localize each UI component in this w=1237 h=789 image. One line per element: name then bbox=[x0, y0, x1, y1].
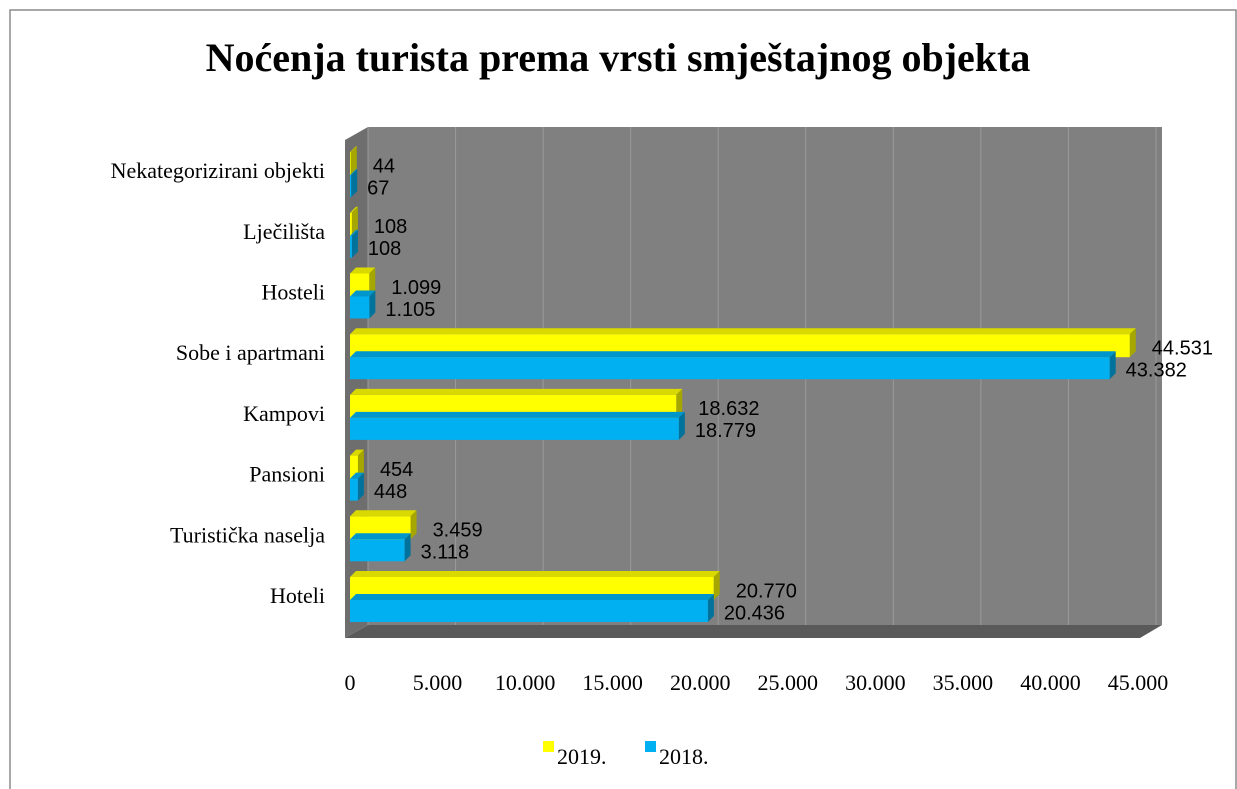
x-tick-label: 20.000 bbox=[670, 670, 731, 695]
x-tick-label: 45.000 bbox=[1108, 670, 1169, 695]
bar-end bbox=[410, 510, 417, 540]
bar-top bbox=[350, 206, 358, 213]
bar-end bbox=[350, 146, 357, 176]
bar-end bbox=[707, 594, 714, 622]
bar-top bbox=[350, 229, 358, 236]
data-label: 3.459 bbox=[433, 520, 483, 542]
bar bbox=[350, 267, 376, 297]
legend-label: 2019. bbox=[557, 744, 607, 769]
data-label: 18.779 bbox=[695, 420, 756, 442]
bar-front bbox=[350, 357, 1110, 380]
bar-front bbox=[350, 152, 351, 176]
x-tick-label: 10.000 bbox=[495, 670, 556, 695]
legend-swatch bbox=[645, 741, 656, 752]
data-label: 1.099 bbox=[391, 277, 441, 299]
bar bbox=[350, 594, 714, 622]
bar-end bbox=[404, 533, 411, 562]
data-label: 44 bbox=[373, 155, 395, 177]
x-tick-label: 25.000 bbox=[758, 670, 819, 695]
data-label: 67 bbox=[367, 177, 389, 199]
data-label: 1.105 bbox=[385, 299, 435, 321]
x-tick-label: 30.000 bbox=[845, 670, 906, 695]
data-label: 454 bbox=[380, 459, 413, 481]
bar-top bbox=[350, 411, 685, 418]
bar bbox=[350, 290, 376, 319]
bar bbox=[350, 206, 358, 236]
y-tick-label: Kampovi bbox=[243, 401, 325, 426]
bar bbox=[350, 146, 357, 176]
bar-top bbox=[350, 351, 1116, 358]
bar-top bbox=[350, 290, 376, 297]
data-label: 448 bbox=[374, 481, 407, 503]
y-tick-label: Hoteli bbox=[270, 583, 325, 608]
x-tick-label: 0 bbox=[345, 670, 356, 695]
legend-label: 2018. bbox=[659, 744, 709, 769]
data-label: 18.632 bbox=[698, 398, 759, 420]
bar-front bbox=[350, 455, 358, 479]
data-label: 43.382 bbox=[1126, 359, 1187, 381]
data-label: 44.531 bbox=[1152, 337, 1213, 359]
bar-front bbox=[350, 235, 352, 258]
bar-top bbox=[350, 533, 411, 540]
bar-top bbox=[350, 328, 1136, 335]
bar-front bbox=[350, 478, 358, 501]
bar-end bbox=[678, 411, 685, 440]
bar-end bbox=[369, 267, 376, 297]
bar-end bbox=[351, 229, 358, 258]
bar-end bbox=[357, 449, 364, 479]
x-tick-label: 15.000 bbox=[582, 670, 643, 695]
y-tick-label: Turistička naselja bbox=[170, 522, 325, 547]
bar-top bbox=[350, 267, 376, 274]
bar-top bbox=[350, 594, 714, 600]
bar-top bbox=[350, 449, 364, 456]
data-label: 20.770 bbox=[736, 580, 797, 602]
bar-top bbox=[350, 472, 364, 479]
data-label: 20.436 bbox=[724, 602, 785, 624]
bar-front bbox=[350, 296, 370, 319]
bar bbox=[350, 472, 364, 501]
bar-end bbox=[351, 206, 358, 236]
bar-front bbox=[350, 175, 352, 198]
bar-end bbox=[351, 169, 358, 198]
y-tick-label: Pansioni bbox=[249, 462, 325, 487]
plot-floor bbox=[345, 625, 1162, 638]
y-tick-label: Nekategorizirani objekti bbox=[111, 158, 325, 183]
y-tick-label: Lječilišta bbox=[243, 219, 325, 244]
bar-top bbox=[350, 571, 720, 577]
bar-front bbox=[350, 417, 679, 440]
data-label: 108 bbox=[368, 238, 401, 260]
bar bbox=[350, 351, 1116, 380]
plot-side-wall bbox=[345, 127, 368, 638]
bar-top bbox=[350, 388, 683, 395]
y-tick-label: Hosteli bbox=[261, 280, 325, 305]
bar-top bbox=[350, 169, 358, 176]
bar bbox=[350, 449, 364, 479]
bar-end bbox=[1129, 328, 1136, 358]
bar-end bbox=[357, 472, 364, 501]
data-label: 108 bbox=[374, 216, 407, 238]
bar-end bbox=[713, 571, 720, 600]
bar bbox=[350, 533, 411, 562]
bar bbox=[350, 411, 685, 440]
legend-swatch bbox=[543, 741, 554, 752]
x-tick-label: 40.000 bbox=[1020, 670, 1081, 695]
bar-end bbox=[369, 290, 376, 319]
bar-top bbox=[350, 510, 417, 517]
bar-end bbox=[676, 388, 683, 418]
bar-front bbox=[350, 212, 352, 236]
bar bbox=[350, 169, 358, 198]
x-tick-label: 5.000 bbox=[413, 670, 463, 695]
chart-frame bbox=[9, 9, 1237, 789]
bar-front bbox=[350, 539, 405, 562]
data-label: 3.118 bbox=[421, 542, 470, 564]
bar-front bbox=[350, 600, 708, 622]
bar bbox=[350, 229, 358, 258]
y-tick-label: Sobe i apartmani bbox=[176, 340, 325, 365]
bar-end bbox=[1109, 351, 1116, 380]
chart-title: Noćenja turista prema vrsti smještajnog … bbox=[206, 35, 1031, 80]
bar-top bbox=[350, 146, 357, 153]
x-tick-label: 35.000 bbox=[933, 670, 994, 695]
